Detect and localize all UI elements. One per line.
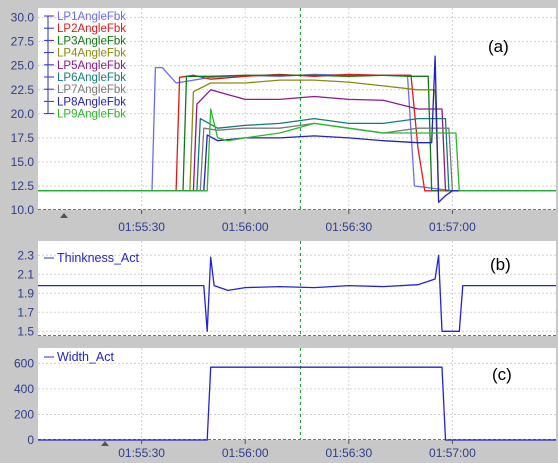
x-tick-label: 01:55:30 xyxy=(118,220,165,234)
series-group-c xyxy=(38,366,556,441)
legend-label[interactable]: LP5AngleFbk xyxy=(57,60,126,72)
panel-a: 10.0 12.5 15.0 17.5 20.0 22.5 25.0 27.5 30.0 01:… xyxy=(11,8,556,234)
y-tick-label: 12.5 xyxy=(11,179,35,193)
x-axis-c: 01:55:30 01:56:00 01:56:30 01:57:00 xyxy=(118,440,476,460)
series-line-LP1AngleFbk[interactable] xyxy=(38,66,556,192)
legend-a: LP1AngleFbkLP2AngleFbkLP3AngleFbkLP4Angl… xyxy=(44,11,126,121)
x-tick-label: 01:56:00 xyxy=(222,446,269,460)
y-tick-label: 1.9 xyxy=(17,286,34,300)
y-tick-label: 0 xyxy=(27,433,34,447)
y-tick-label: 10.0 xyxy=(11,203,35,217)
legend-label[interactable]: LP8AngleFbk xyxy=(57,96,126,108)
series-line-LP8AngleFbk[interactable] xyxy=(38,55,556,203)
grid-b xyxy=(38,241,556,336)
legend-b: Thinkness_Act xyxy=(44,251,140,265)
time-marker-icon-a[interactable] xyxy=(60,213,68,218)
series-line-LP3AngleFbk[interactable] xyxy=(38,74,556,192)
grid-a xyxy=(38,8,556,211)
panel-c: 0 200 400 600 01:55:30 01:56:00 01:56:30 01:57… xyxy=(14,348,556,460)
legend-label[interactable]: LP7AngleFbk xyxy=(57,84,126,96)
y-tick-label: 25.0 xyxy=(11,59,35,73)
series-line-LP5AngleFbk[interactable] xyxy=(38,89,556,192)
y-tick-label: 1.7 xyxy=(17,305,34,319)
legend-label[interactable]: LP3AngleFbk xyxy=(57,35,126,47)
x-tick-label: 01:56:30 xyxy=(325,446,372,460)
panel-b: 1.5 1.7 1.9 2.1 2.3 Thinkness_Act (b) xyxy=(17,241,556,338)
y-tick-label: 400 xyxy=(14,382,34,396)
panel-label-b: (b) xyxy=(490,255,511,274)
y-tick-label: 2.3 xyxy=(17,248,34,262)
legend-c: Width_Act xyxy=(44,350,114,364)
plot-area-a[interactable] xyxy=(38,8,556,210)
series-group-b xyxy=(38,254,556,332)
panel-label-a: (a) xyxy=(488,37,509,56)
y-tick-label: 1.5 xyxy=(17,324,34,338)
legend-label[interactable]: Thinkness_Act xyxy=(57,251,140,265)
y-tick-label: 600 xyxy=(14,356,34,370)
x-tick-label: 01:56:00 xyxy=(222,220,269,234)
y-tick-label: 30.0 xyxy=(11,11,35,25)
series-line-Width_Act[interactable] xyxy=(38,366,556,441)
x-tick-label: 01:55:30 xyxy=(118,446,165,460)
y-tick-label: 22.5 xyxy=(11,83,35,97)
y-tick-label: 27.5 xyxy=(11,35,35,49)
y-tick-label: 200 xyxy=(14,407,34,421)
series-line-LP4AngleFbk[interactable] xyxy=(38,79,556,192)
x-axis-a: 01:55:30 01:56:00 01:56:30 01:57:00 xyxy=(118,210,476,234)
series-line-LP9AngleFbk[interactable] xyxy=(38,108,556,192)
y-axis-b: 1.5 1.7 1.9 2.1 2.3 xyxy=(17,248,34,338)
y-axis-c: 0 200 400 600 xyxy=(14,356,34,447)
y-tick-label: 20.0 xyxy=(11,107,35,121)
series-line-LP6AngleFbk[interactable] xyxy=(38,117,556,192)
time-marker-icon-c[interactable] xyxy=(101,441,109,446)
legend-label[interactable]: LP2AngleFbk xyxy=(57,23,126,35)
legend-label[interactable]: LP4AngleFbk xyxy=(57,48,126,60)
x-tick-label: 01:57:00 xyxy=(429,220,476,234)
plot-area-b[interactable] xyxy=(38,241,556,336)
x-tick-label: 01:57:00 xyxy=(429,446,476,460)
panel-label-c: (c) xyxy=(492,365,512,384)
y-tick-label: 2.1 xyxy=(17,267,34,281)
legend-label[interactable]: LP1AngleFbk xyxy=(57,11,126,23)
y-tick-label: 17.5 xyxy=(11,131,35,145)
x-tick-label: 01:56:30 xyxy=(325,220,372,234)
y-axis-a: 10.0 12.5 15.0 17.5 20.0 22.5 25.0 27.5 30.0 xyxy=(11,11,35,217)
plot-area-c[interactable] xyxy=(38,348,556,440)
y-tick-label: 15.0 xyxy=(11,155,35,169)
series-group-a xyxy=(38,55,556,203)
legend-label[interactable]: Width_Act xyxy=(57,350,114,364)
series-line-Thinkness_Act[interactable] xyxy=(38,254,556,332)
legend-label[interactable]: LP6AngleFbk xyxy=(57,72,126,84)
legend-label[interactable]: LP9AngleFbk xyxy=(57,109,126,121)
